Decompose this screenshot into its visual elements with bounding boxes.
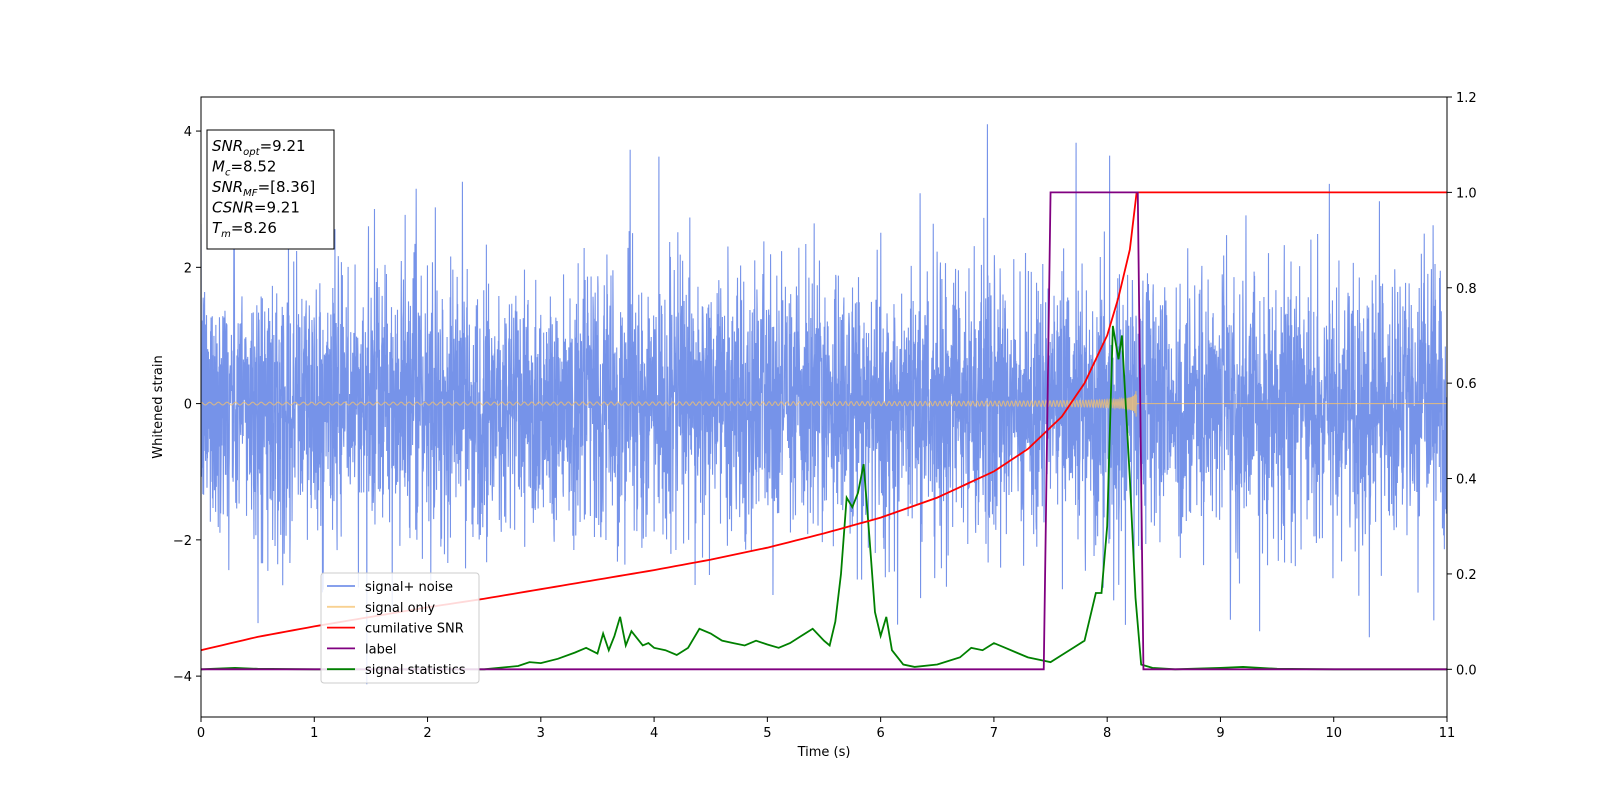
- legend-label: signal+ noise: [365, 580, 453, 595]
- y2-tick-label: 0.2: [1456, 568, 1477, 583]
- y2-tick-label: 1.2: [1456, 91, 1477, 106]
- legend-label: signal only: [365, 601, 435, 616]
- x-tick-label: 3: [537, 726, 545, 741]
- legend-label: label: [365, 642, 396, 657]
- series-signal-statistics: [201, 325, 1447, 671]
- y-tick-label: −4: [173, 670, 192, 685]
- y2-tick-label: 0.8: [1456, 282, 1477, 297]
- y-tick-label: 2: [184, 261, 192, 276]
- x-tick-label: 1: [310, 726, 318, 741]
- x-tick-label: 0: [197, 726, 205, 741]
- legend-label: cumilative SNR: [365, 622, 464, 637]
- y2-tick-label: 0.6: [1456, 377, 1477, 392]
- legend-label: signal statistics: [365, 663, 466, 678]
- legend-frame: [320, 572, 480, 684]
- y-tick-label: 4: [184, 125, 192, 140]
- y2-tick-label: 1.0: [1456, 186, 1477, 201]
- annotation-line: Tm=8.26: [212, 219, 277, 240]
- annotation-line: SNRMF=[8.36]: [212, 178, 315, 199]
- y-tick-label: 0: [184, 398, 192, 413]
- axes-frame: [200, 96, 1448, 718]
- annotation-line: Mc=8.52: [212, 158, 276, 179]
- series-label: [201, 191, 1447, 671]
- x-tick-label: 8: [1103, 726, 1111, 741]
- annotation-line: CSNR=9.21: [212, 199, 300, 217]
- x-tick-label: 10: [1325, 726, 1342, 741]
- x-tick-label: 11: [1439, 726, 1456, 741]
- series-signal-only: [201, 391, 1447, 417]
- legend: signal+ noise signal only cumilative SNR la…: [320, 572, 480, 684]
- y2-tick-label: 0.4: [1456, 473, 1477, 488]
- x-tick-label: 2: [423, 726, 431, 741]
- y2-tick-label: 0.0: [1456, 663, 1477, 678]
- series-signal-noise: [201, 124, 1447, 685]
- x-tick-label: 5: [763, 726, 771, 741]
- annotation-line: SNRopt=9.21: [212, 137, 306, 158]
- y-tick-label: −2: [173, 534, 192, 549]
- x-axis-label: Time (s): [797, 745, 851, 760]
- ticks-layer: 0 1 2 3 4 5 6 7 8 9 10 11 −4 −2 0 2 4 0.0 0.2 0.4 0.6 0.8 1.0 1…: [173, 91, 1477, 741]
- x-tick-label: 9: [1216, 726, 1224, 741]
- x-tick-label: 7: [990, 726, 998, 741]
- x-tick-label: 6: [876, 726, 884, 741]
- y-axis-label: Whitened strain: [151, 355, 166, 458]
- annotation-frame: [206, 129, 335, 250]
- x-tick-label: 4: [650, 726, 658, 741]
